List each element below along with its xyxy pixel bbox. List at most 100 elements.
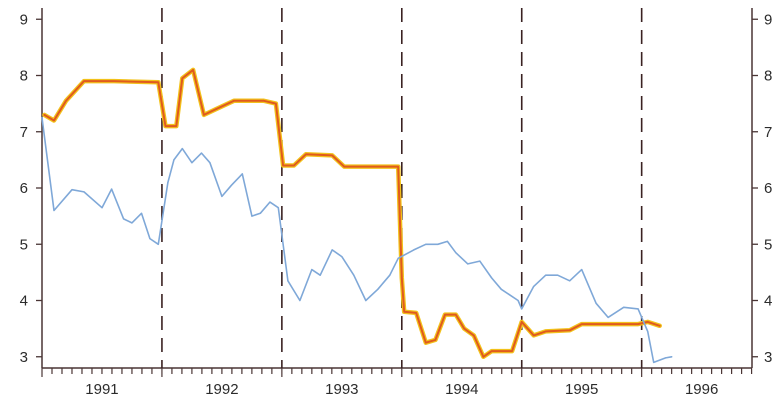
series-1-point [533, 285, 535, 287]
series-1-point [446, 240, 448, 242]
series-1-point [167, 181, 169, 183]
series-1-point [269, 201, 271, 203]
series-1-point [341, 256, 343, 258]
series-1-point [653, 361, 655, 363]
series-1-point [569, 280, 571, 282]
left-y-tick-label: 9 [20, 11, 28, 28]
series-0-point [473, 334, 475, 336]
series-1-point [581, 269, 583, 271]
series-0-point [491, 350, 493, 352]
series-1-point [455, 252, 457, 254]
x-year-label: 1992 [205, 381, 238, 398]
left-y-tick-label: 4 [20, 293, 28, 310]
series-0-point [415, 312, 417, 314]
series-1-point [277, 207, 279, 209]
series-1-point [521, 308, 523, 310]
series-1-point [467, 263, 469, 265]
series-0-point [83, 80, 85, 82]
series-1-point [230, 184, 233, 186]
series-1-point [259, 212, 261, 214]
series-0-point [581, 323, 583, 325]
series-1-point [319, 274, 321, 276]
series-0-point [164, 125, 167, 127]
series-0-point [175, 125, 177, 127]
series-0-point [397, 166, 399, 168]
series-0-point [521, 321, 523, 323]
series-1-point [299, 299, 301, 302]
series-1-point [111, 188, 113, 190]
series-1-point [157, 243, 159, 245]
series-1-point [251, 215, 253, 217]
series-0-point [215, 108, 217, 110]
series-0-point [511, 350, 513, 352]
series-0-point [455, 314, 457, 316]
series-1-point [140, 212, 143, 214]
series-0-point [343, 166, 345, 168]
series-1-point [491, 277, 493, 279]
series-0-point [425, 342, 427, 344]
series-1-point [41, 117, 43, 119]
series-1-point [595, 302, 597, 304]
series-0-point [305, 153, 307, 155]
series-1-point [200, 152, 203, 154]
right-y-tick-label: 6 [764, 180, 772, 197]
left-y-tick-label: 3 [20, 349, 28, 366]
series-0-point [181, 77, 183, 79]
series-0-point [233, 100, 235, 102]
series-0-point [293, 164, 295, 167]
series-0-point [444, 314, 446, 316]
series-1-point [607, 316, 609, 318]
series-0-point [401, 277, 403, 279]
series-1-point [647, 330, 649, 332]
series-0-point [637, 323, 639, 325]
labels: 3 3 4 4 5 5 6 6 7 7 8 8 9 9 1991 1992 1993 1994 1995 1996 [20, 11, 773, 398]
series-1-point [397, 257, 399, 259]
series-1-point [287, 280, 289, 282]
series-1-point [209, 162, 211, 164]
series-1-point [425, 243, 427, 245]
series-0-point [282, 164, 284, 167]
series-0-point [263, 100, 265, 102]
left-y-tick-label: 5 [20, 236, 28, 253]
series-0-point [545, 330, 547, 332]
series-1-point [181, 148, 183, 150]
series-0-point [53, 119, 55, 122]
series-0-point [482, 356, 484, 358]
series-0-point [403, 311, 405, 313]
x-year-label: 1993 [325, 381, 358, 398]
series-1-point [191, 162, 193, 164]
series-0-point [275, 103, 277, 105]
series-1-point [389, 274, 391, 276]
series-0-point [113, 80, 115, 82]
series-0-point [463, 328, 465, 330]
series-layer [41, 67, 673, 364]
right-y-tick-label: 7 [764, 124, 772, 141]
series-1-point [53, 209, 55, 212]
series-0-glow [42, 67, 662, 360]
series-1-point [637, 308, 639, 310]
series-1-point [101, 207, 103, 209]
series-1-point [71, 189, 73, 191]
series-0-point [617, 323, 619, 325]
series-1-point [665, 357, 667, 359]
series-1-point [377, 288, 379, 290]
left-y-tick-label: 7 [20, 124, 28, 141]
x-year-label: 1995 [565, 381, 598, 398]
series-1-point [311, 269, 313, 271]
series-1-point [500, 288, 502, 290]
series-0-point [157, 81, 159, 83]
series-0-point [331, 154, 333, 156]
series-0-point [569, 329, 571, 331]
series-1-point [241, 173, 243, 175]
right-y-tick-label: 9 [764, 11, 772, 28]
right-y-tick-label: 3 [764, 349, 772, 366]
series-1-point [353, 274, 355, 276]
left-y-tick-label: 6 [20, 180, 28, 197]
series-1-point [517, 299, 519, 302]
series-1-point [437, 243, 439, 245]
series-1-point [149, 238, 151, 240]
x-year-label: 1991 [85, 381, 118, 398]
series-1-point [479, 260, 481, 262]
series-1-point [173, 159, 175, 161]
